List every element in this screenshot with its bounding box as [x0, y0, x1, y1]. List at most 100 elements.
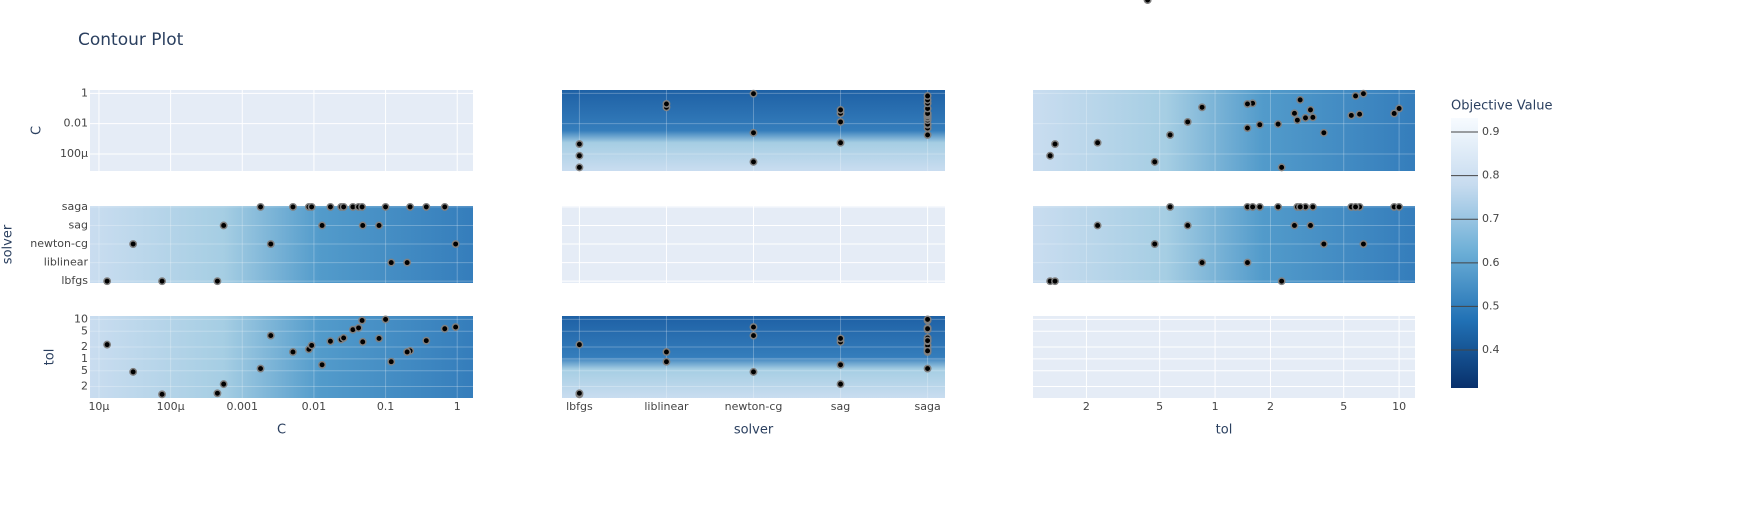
trial-point — [575, 151, 584, 160]
trial-point — [1255, 202, 1264, 211]
trial-point — [158, 390, 167, 399]
trial-point — [289, 202, 297, 211]
trial-point — [381, 202, 390, 211]
trial-point — [266, 331, 275, 340]
trial-point — [1296, 202, 1305, 211]
x-tick-label: lbfgs — [566, 400, 593, 413]
contour-fill — [90, 316, 473, 398]
trial-point — [1274, 202, 1283, 211]
trial-point — [440, 324, 449, 333]
trial-point — [749, 331, 758, 340]
trial-point — [575, 389, 584, 398]
x-axis-title: tol — [1216, 423, 1233, 438]
trial-point — [1143, 0, 1152, 4]
y-tick-label: newton-cg — [30, 237, 88, 250]
trial-point — [749, 367, 758, 376]
trial-point — [1359, 89, 1368, 98]
trial-point — [339, 333, 348, 342]
trial-point — [1198, 103, 1207, 112]
contour-fill — [1033, 206, 1415, 283]
trial-point — [749, 157, 758, 166]
trial-point — [1390, 109, 1399, 118]
trial-point — [358, 337, 367, 346]
trial-point — [923, 364, 932, 373]
panel-background — [90, 90, 473, 171]
trial-point — [158, 277, 167, 286]
panel-background — [1033, 316, 1415, 398]
trial-point — [256, 364, 265, 373]
trial-point — [406, 202, 415, 211]
y-tick-label: saga — [62, 200, 88, 213]
trial-point — [575, 340, 584, 349]
trial-point — [1355, 110, 1364, 119]
trial-point — [1243, 124, 1252, 133]
trial-point — [1296, 95, 1305, 104]
trial-point — [1351, 92, 1360, 100]
x-tick-label: 0.1 — [377, 400, 395, 413]
trial-point — [836, 334, 845, 343]
trial-point — [375, 221, 383, 230]
trial-point — [923, 315, 932, 324]
trial-point — [1243, 258, 1252, 267]
colorbar-tick-label: 0.6 — [1482, 256, 1500, 269]
trial-point — [1347, 111, 1356, 120]
trial-point — [289, 348, 297, 356]
trial-point — [219, 380, 228, 389]
x-tick-label: 5 — [1156, 400, 1163, 413]
trial-point — [451, 323, 460, 332]
colorbar-tick-label: 0.9 — [1482, 125, 1500, 138]
trial-point — [451, 240, 460, 248]
x-tick-label: 100µ — [157, 400, 185, 413]
x-tick-label: 10 — [1392, 400, 1406, 413]
trial-point — [358, 202, 367, 211]
trial-point — [1150, 240, 1159, 248]
x-tick-label: 1 — [1212, 400, 1219, 413]
x-tick-label: 0.01 — [302, 400, 327, 413]
trial-point — [1093, 138, 1102, 147]
trial-point — [1274, 120, 1283, 129]
trial-point — [836, 105, 845, 114]
trial-point — [422, 202, 431, 211]
trial-point — [318, 360, 327, 369]
trial-point — [326, 202, 335, 211]
trial-point — [575, 140, 584, 149]
trial-point — [213, 389, 222, 398]
trial-point — [923, 346, 932, 355]
y-tick-label: 100µ — [60, 147, 88, 160]
trial-point — [836, 380, 845, 389]
trial-point — [1319, 240, 1328, 248]
trial-point — [1301, 113, 1310, 122]
trial-point — [1255, 120, 1264, 129]
trial-point — [103, 277, 112, 286]
y-tick-label: 10 — [74, 312, 88, 325]
y-tick-label: sag — [69, 218, 88, 231]
contour-fill — [1033, 90, 1415, 171]
trial-point — [1308, 113, 1317, 122]
trial-point — [358, 316, 367, 325]
trial-point — [129, 240, 138, 248]
colorbar-tick-label: 0.4 — [1482, 343, 1500, 356]
y-tick-label: 2 — [81, 380, 88, 393]
trial-point — [339, 202, 348, 211]
trial-point — [1277, 277, 1286, 286]
x-tick-label: saga — [914, 400, 940, 413]
trial-point — [923, 336, 932, 345]
trial-point — [326, 337, 335, 346]
trial-point — [1093, 221, 1102, 230]
trial-point — [440, 202, 449, 211]
trial-point — [836, 360, 845, 369]
trial-point — [1277, 163, 1286, 172]
trial-point — [1051, 140, 1059, 149]
trial-point — [1290, 221, 1299, 230]
x-axis-title: C — [277, 423, 286, 438]
trial-point — [307, 341, 316, 350]
trial-point — [129, 367, 138, 376]
trial-point — [923, 130, 932, 139]
trial-point — [1150, 157, 1159, 166]
y-tick-label: liblinear — [44, 256, 89, 269]
trial-point — [381, 315, 390, 324]
trial-point — [1359, 240, 1368, 248]
trial-point — [1351, 202, 1360, 211]
colorbar-title: Objective Value — [1451, 99, 1552, 114]
